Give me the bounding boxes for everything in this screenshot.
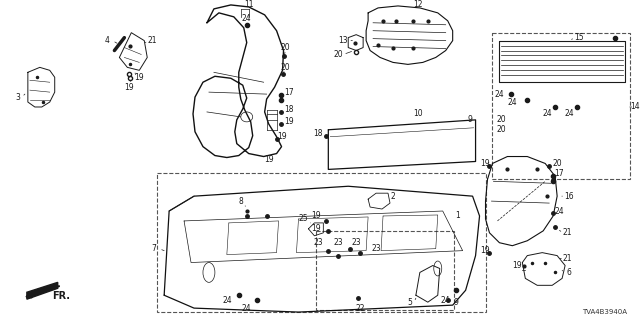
Text: 3: 3 (15, 92, 20, 101)
Text: 4: 4 (105, 36, 110, 45)
Text: 18: 18 (314, 129, 323, 138)
Text: 15: 15 (574, 33, 584, 42)
Text: 20: 20 (281, 63, 291, 72)
Text: 24: 24 (542, 109, 552, 118)
Text: 19: 19 (134, 73, 144, 82)
Text: 23: 23 (314, 238, 323, 247)
Text: 19: 19 (284, 117, 293, 126)
Text: 20: 20 (497, 116, 506, 124)
Bar (492, 33, 630, 179)
Text: 2: 2 (390, 192, 396, 201)
Bar (157, 173, 486, 312)
Text: 18: 18 (284, 106, 293, 115)
Text: 21: 21 (563, 228, 572, 237)
Text: 19: 19 (513, 261, 522, 270)
Text: 19: 19 (481, 159, 490, 168)
Text: 10: 10 (413, 109, 422, 118)
Text: 19: 19 (312, 224, 321, 233)
Text: 16: 16 (564, 192, 574, 201)
Text: TVA4B3940A: TVA4B3940A (582, 309, 627, 315)
Text: 21: 21 (563, 254, 572, 263)
Text: 24: 24 (495, 90, 504, 99)
Text: 23: 23 (351, 238, 361, 247)
Text: 19: 19 (481, 246, 490, 255)
Text: 19: 19 (276, 132, 286, 141)
Text: 6: 6 (566, 268, 572, 277)
Text: 7: 7 (152, 244, 157, 253)
Text: 25: 25 (299, 214, 308, 223)
Text: 9: 9 (467, 116, 472, 124)
Text: 24: 24 (508, 98, 517, 107)
Text: 11: 11 (244, 0, 253, 10)
Text: 20: 20 (552, 159, 562, 168)
Text: 9: 9 (453, 298, 458, 307)
Text: 23: 23 (371, 244, 381, 253)
Text: 1: 1 (455, 212, 460, 220)
Text: FR.: FR. (52, 291, 70, 301)
Text: 20: 20 (497, 125, 506, 134)
Text: 24: 24 (222, 296, 232, 305)
Text: 12: 12 (413, 0, 422, 10)
Text: 19: 19 (312, 212, 321, 220)
Text: 17: 17 (554, 169, 564, 178)
Text: 24: 24 (242, 14, 252, 23)
Text: 24: 24 (564, 109, 574, 118)
Text: 8: 8 (238, 196, 243, 206)
Polygon shape (27, 282, 58, 299)
Text: 13: 13 (339, 36, 348, 45)
Text: 22: 22 (355, 304, 365, 313)
Text: 24: 24 (441, 296, 451, 305)
Bar (316, 231, 454, 310)
Text: 24: 24 (554, 206, 564, 215)
Text: 17: 17 (284, 88, 293, 97)
Text: 19: 19 (264, 155, 273, 164)
Text: 24: 24 (242, 304, 252, 313)
Text: 5: 5 (408, 298, 412, 307)
Text: 14: 14 (630, 102, 639, 111)
Text: 19: 19 (125, 83, 134, 92)
Text: 20: 20 (281, 43, 291, 52)
Text: 23: 23 (333, 238, 343, 247)
Text: 21: 21 (147, 36, 157, 45)
Text: 20: 20 (333, 50, 343, 59)
